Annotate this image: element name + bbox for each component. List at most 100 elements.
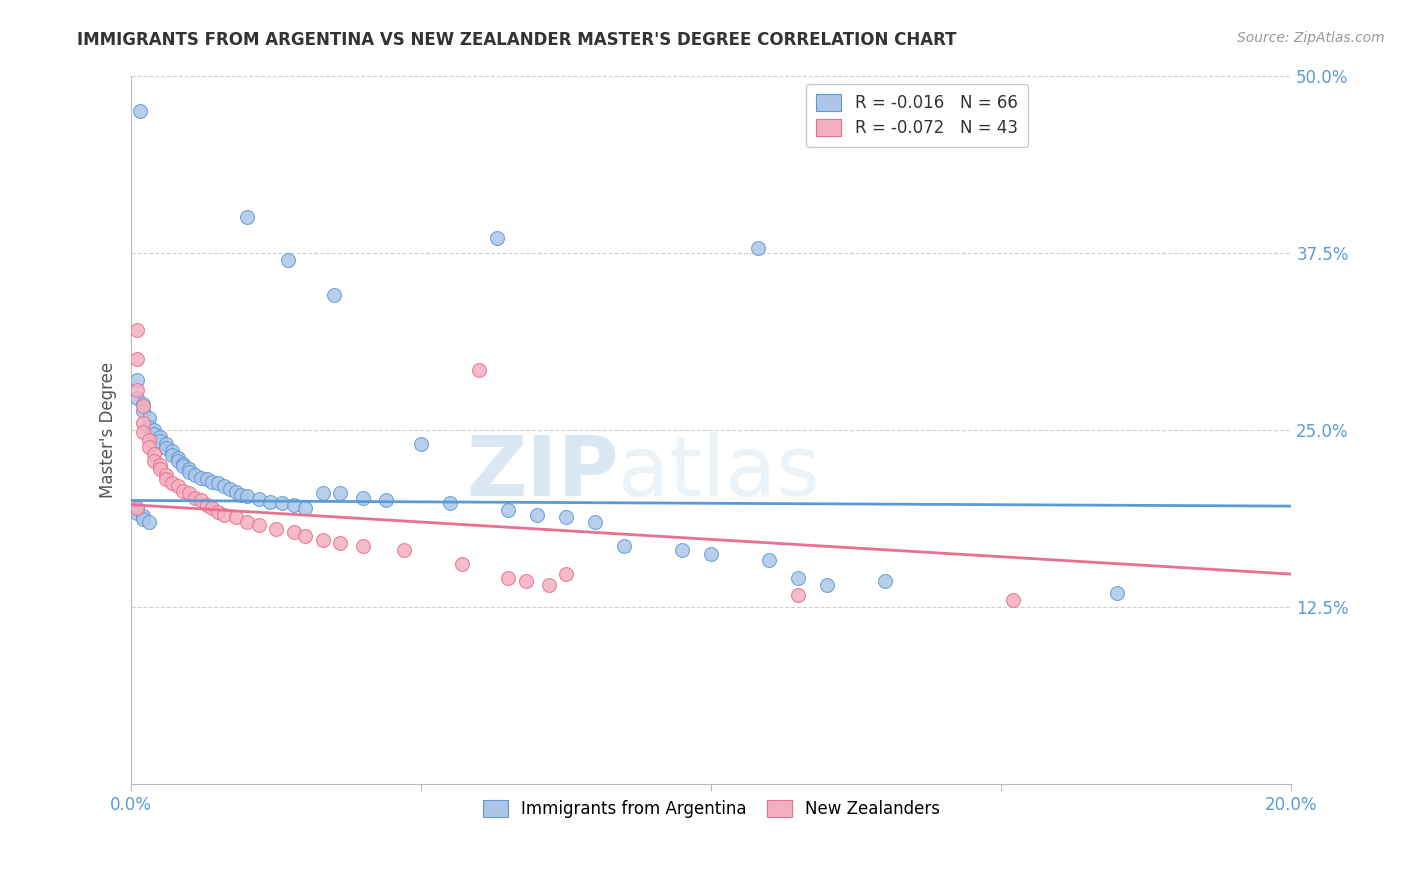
Point — [201, 500, 224, 515]
Point — [392, 543, 415, 558]
Point — [231, 488, 253, 502]
Point — [247, 517, 270, 532]
Point — [149, 430, 172, 444]
Point — [143, 426, 166, 441]
Point — [498, 503, 520, 517]
Point — [212, 508, 235, 522]
Point — [190, 493, 212, 508]
Point — [138, 411, 160, 425]
Point — [236, 515, 259, 529]
Point — [218, 482, 240, 496]
Point — [352, 539, 374, 553]
Point — [311, 533, 333, 548]
Point — [132, 399, 155, 413]
Point — [132, 425, 155, 440]
Point — [375, 493, 398, 508]
Point — [155, 441, 177, 455]
Point — [787, 571, 810, 585]
Point — [411, 437, 433, 451]
Point — [132, 509, 155, 524]
Point — [179, 465, 201, 479]
Point — [195, 472, 218, 486]
Point — [758, 553, 780, 567]
Point — [179, 462, 201, 476]
Point — [1107, 585, 1129, 599]
Point — [166, 479, 188, 493]
Point — [468, 363, 491, 377]
Point — [236, 489, 259, 503]
Point — [132, 404, 155, 418]
Point — [236, 210, 259, 224]
Point — [184, 491, 207, 505]
Point — [166, 454, 188, 468]
Point — [125, 323, 148, 337]
Point — [323, 288, 346, 302]
Point — [747, 241, 769, 255]
Point — [143, 454, 166, 468]
Point — [207, 505, 229, 519]
Point — [613, 539, 636, 553]
Y-axis label: Master's Degree: Master's Degree — [100, 361, 117, 498]
Point — [526, 508, 548, 522]
Point — [166, 450, 188, 465]
Point — [155, 472, 177, 486]
Point — [149, 462, 172, 476]
Point — [225, 485, 247, 500]
Point — [283, 524, 305, 539]
Point — [451, 557, 474, 571]
Point — [190, 471, 212, 485]
Point — [172, 459, 194, 474]
Point — [247, 491, 270, 506]
Point — [537, 578, 560, 592]
Text: IMMIGRANTS FROM ARGENTINA VS NEW ZEALANDER MASTER'S DEGREE CORRELATION CHART: IMMIGRANTS FROM ARGENTINA VS NEW ZEALAND… — [77, 31, 957, 49]
Point — [1001, 592, 1024, 607]
Point — [294, 500, 316, 515]
Point — [160, 448, 183, 462]
Point — [515, 574, 537, 589]
Point — [155, 467, 177, 482]
Point — [787, 588, 810, 602]
Point — [132, 416, 155, 430]
Point — [212, 479, 235, 493]
Point — [264, 522, 287, 536]
Point — [172, 457, 194, 471]
Point — [149, 434, 172, 448]
Point — [671, 543, 693, 558]
Point — [277, 252, 299, 267]
Point — [125, 373, 148, 387]
Point — [160, 476, 183, 491]
Text: ZIP: ZIP — [465, 432, 619, 513]
Point — [311, 486, 333, 500]
Point — [583, 515, 606, 529]
Point — [201, 475, 224, 489]
Point — [172, 483, 194, 498]
Point — [329, 536, 352, 550]
Point — [225, 510, 247, 524]
Point — [700, 547, 723, 561]
Point — [271, 496, 294, 510]
Point — [125, 392, 148, 406]
Point — [259, 495, 281, 509]
Point — [294, 529, 316, 543]
Point — [138, 433, 160, 447]
Point — [352, 491, 374, 505]
Point — [138, 515, 160, 529]
Point — [125, 500, 148, 515]
Point — [125, 351, 148, 366]
Text: Source: ZipAtlas.com: Source: ZipAtlas.com — [1237, 31, 1385, 45]
Point — [184, 467, 207, 482]
Point — [125, 503, 148, 517]
Point — [138, 440, 160, 454]
Point — [815, 578, 838, 592]
Point — [125, 500, 148, 515]
Point — [125, 506, 148, 520]
Point — [149, 458, 172, 472]
Point — [485, 231, 508, 245]
Text: atlas: atlas — [619, 432, 820, 513]
Point — [143, 423, 166, 437]
Point — [179, 486, 201, 500]
Point — [132, 397, 155, 411]
Point — [329, 486, 352, 500]
Point — [155, 437, 177, 451]
Point — [125, 383, 148, 397]
